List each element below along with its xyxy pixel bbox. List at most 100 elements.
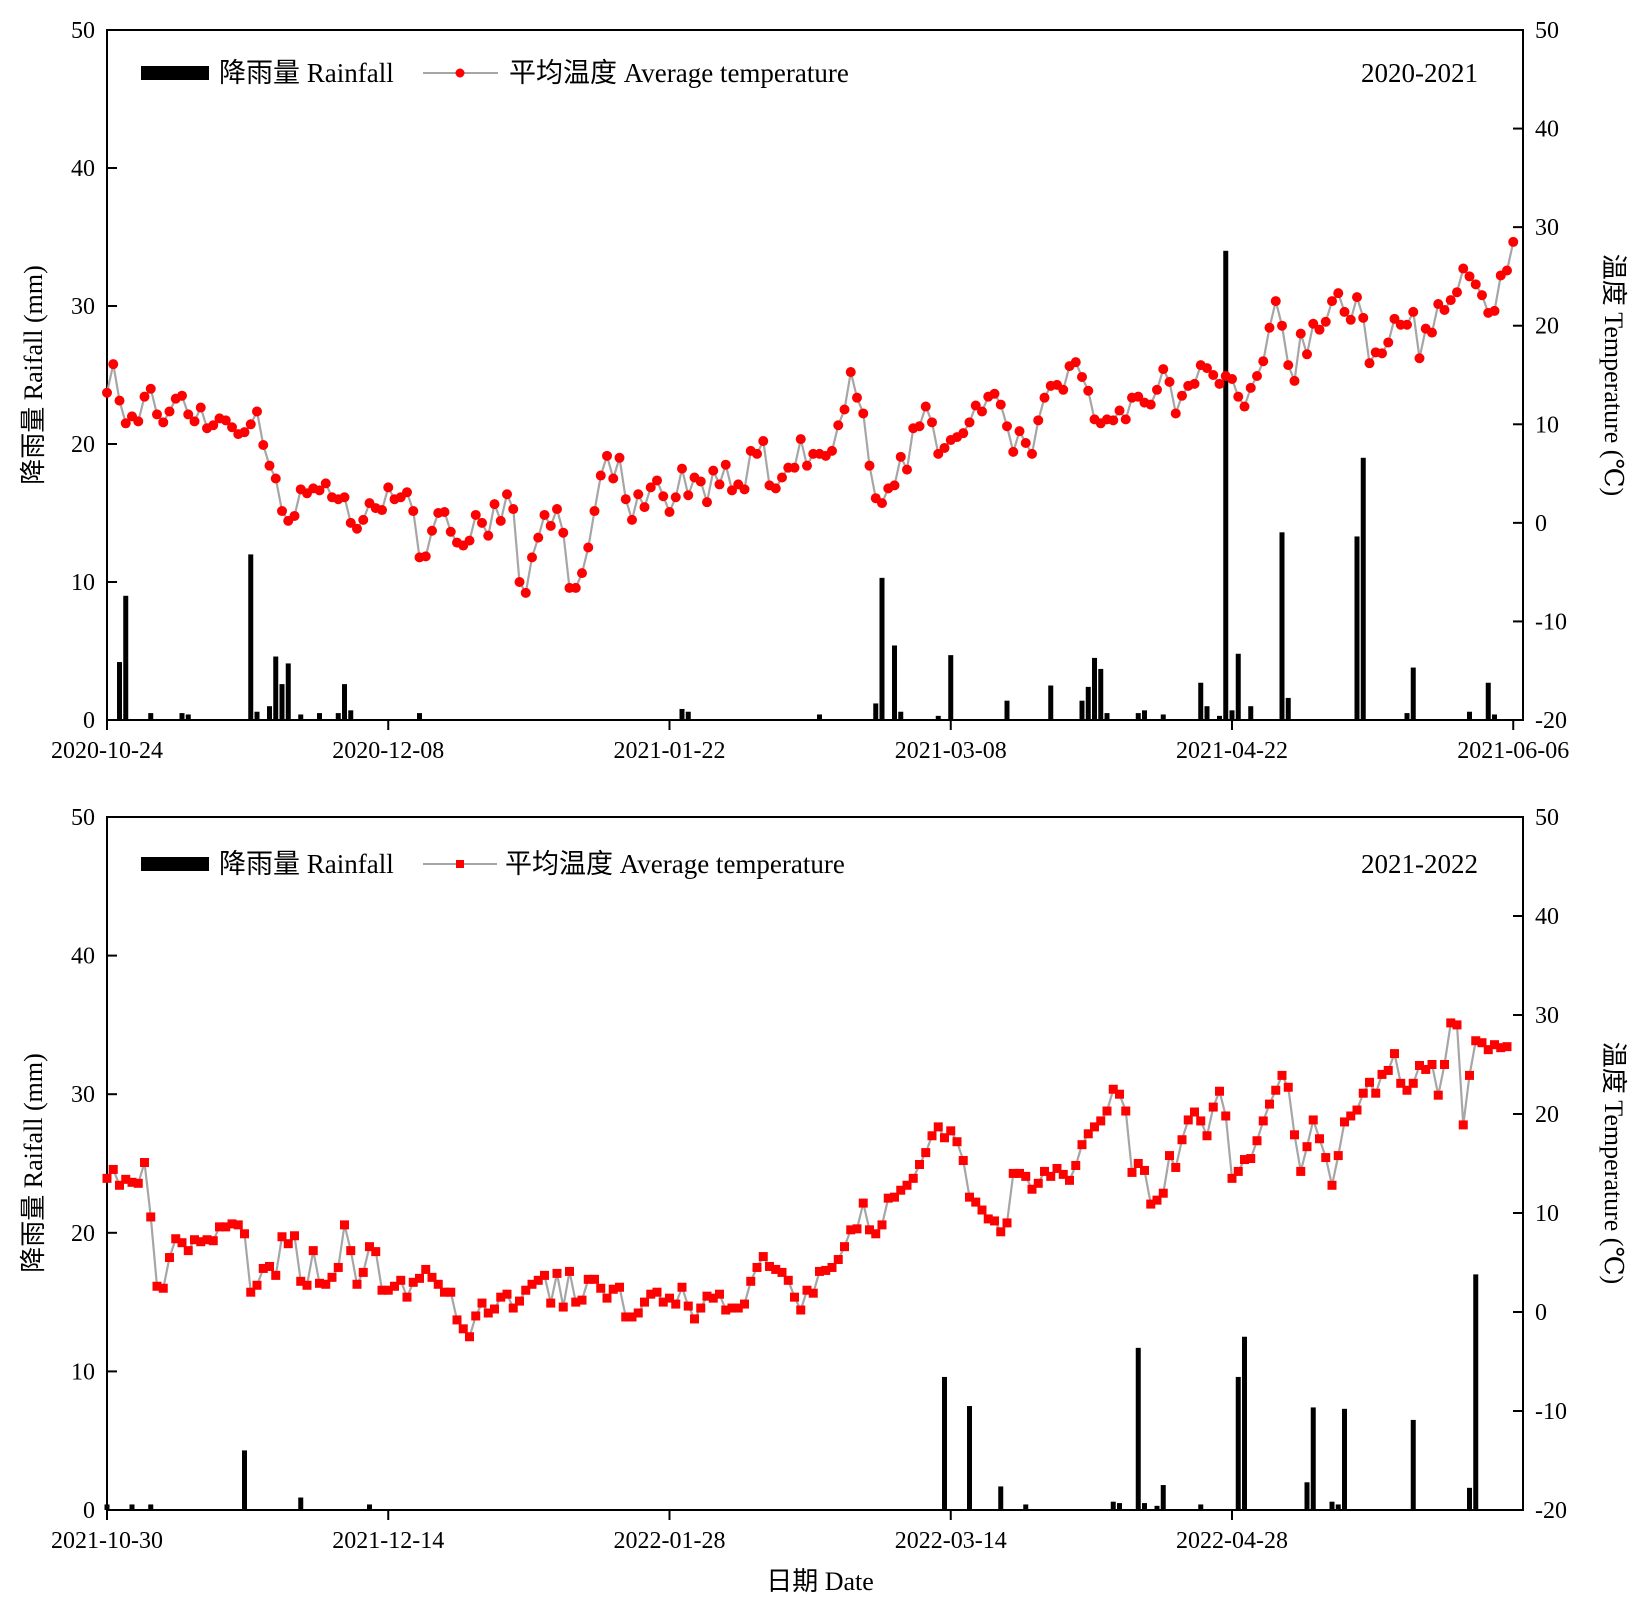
temperature-point xyxy=(371,1247,381,1257)
temperature-point xyxy=(477,1298,487,1308)
y-left-tick-label: 10 xyxy=(71,570,95,596)
temperature-point xyxy=(358,514,369,525)
legend: 降雨量 Rainfall 平均温度 Average temperature xyxy=(141,849,845,879)
temperature-point xyxy=(333,1262,343,1272)
temperature-point xyxy=(964,417,975,428)
y-axis-left-label: 降雨量 Raifall (mm) xyxy=(19,1053,48,1273)
temperature-point xyxy=(827,1262,837,1272)
temperature-point xyxy=(840,1242,849,1252)
temperature-point xyxy=(220,415,231,426)
x-axis-label: 日期 Date xyxy=(766,1567,874,1596)
temperature-point xyxy=(520,587,531,598)
legend-temperature-marker xyxy=(456,860,464,868)
temperature-point xyxy=(758,1252,768,1262)
rainfall-bar xyxy=(1467,711,1472,720)
panel-year-tag: 2020-2021 xyxy=(1361,58,1478,88)
temperature-point xyxy=(340,1220,349,1230)
rainfall-bar xyxy=(1229,710,1235,720)
y-right-tick-label: -10 xyxy=(1535,609,1567,635)
temperature-point xyxy=(1302,1142,1312,1152)
temperature-point xyxy=(483,530,494,541)
temperature-point xyxy=(1445,295,1456,306)
temperature-point xyxy=(140,1158,149,1168)
temperature-point xyxy=(1339,306,1350,317)
temperature-point xyxy=(346,1246,356,1256)
rainfall-bar xyxy=(279,684,285,720)
temperature-point xyxy=(845,367,856,378)
temperature-point xyxy=(1452,1020,1462,1030)
temperature-point xyxy=(1265,1099,1274,1109)
temperature-point xyxy=(1383,1065,1393,1075)
rainfall-bar xyxy=(998,1486,1004,1510)
temperature-point xyxy=(658,491,669,502)
y-right-tick-label: 50 xyxy=(1535,805,1559,831)
temperature-point xyxy=(927,1131,937,1141)
rainfall-bar xyxy=(1285,697,1291,720)
temperature-point xyxy=(1133,1159,1143,1168)
temperature-point xyxy=(1446,1018,1456,1028)
temperature-point xyxy=(108,359,119,370)
temperature-point xyxy=(396,1275,406,1285)
temperature-point xyxy=(1320,316,1331,327)
temperature-point xyxy=(915,1159,924,1169)
temperature-point xyxy=(702,497,712,508)
temperature-point xyxy=(152,1281,162,1291)
rainfall-bar xyxy=(1085,686,1091,720)
temperature-point xyxy=(1158,1188,1168,1198)
rainfall-bar xyxy=(1485,682,1491,720)
temperature-point xyxy=(1477,290,1487,301)
temperature-point xyxy=(639,502,650,513)
temperature-point xyxy=(1070,357,1081,368)
temperature-point xyxy=(914,421,925,432)
temperature-point xyxy=(152,409,162,420)
temperature-point xyxy=(1083,385,1094,396)
temperature-point xyxy=(1252,370,1262,381)
y-right-tick-label: -20 xyxy=(1535,708,1567,734)
temperature-point xyxy=(327,1272,337,1282)
temperature-point xyxy=(952,1137,962,1147)
temperature-point xyxy=(139,391,150,402)
temperature-point xyxy=(1465,1070,1474,1080)
rainfall-bar xyxy=(1117,1503,1122,1510)
rainfall-bar xyxy=(879,577,885,720)
temperature-point xyxy=(545,520,556,531)
temperature-point xyxy=(1283,1082,1293,1092)
temperature-point xyxy=(1071,1160,1081,1170)
temperature-point xyxy=(958,1156,968,1166)
rainfall-bar xyxy=(1204,706,1210,720)
temperature-point xyxy=(864,460,875,471)
temperature-point xyxy=(1008,446,1019,457)
rainfall-bar xyxy=(1410,1419,1416,1510)
rainfall-bar xyxy=(317,713,322,720)
temperature-point xyxy=(908,1173,918,1183)
temperature-point xyxy=(1308,1115,1318,1125)
temperature-point xyxy=(796,1305,806,1315)
rainfall-bar xyxy=(1473,1274,1479,1510)
temperature-point xyxy=(570,582,581,593)
rainfall-bar xyxy=(1235,653,1241,720)
plot-frame xyxy=(106,29,1524,721)
temperature-point xyxy=(1302,349,1312,360)
temperature-point xyxy=(996,1227,1006,1237)
panel-year-tag: 2021-2022 xyxy=(1361,849,1478,879)
temperature-point xyxy=(1439,304,1450,315)
temperature-point xyxy=(408,506,419,517)
temperature-point xyxy=(1296,1166,1306,1176)
rainfall-bar xyxy=(117,662,122,720)
temperature-point xyxy=(458,1324,468,1334)
temperature-point xyxy=(789,462,800,473)
temperature-point xyxy=(514,577,525,587)
rainfall-bar xyxy=(179,713,185,720)
temperature-point xyxy=(1277,1070,1287,1080)
rainfall-bar xyxy=(1160,714,1166,720)
temperature-point xyxy=(1390,1049,1399,1059)
temperature-point xyxy=(1458,1120,1468,1130)
rainfall-bar xyxy=(1135,1347,1141,1510)
y-left-tick-label: 50 xyxy=(71,18,95,44)
temperature-point xyxy=(227,1219,237,1229)
temperature-point xyxy=(258,439,269,450)
temperature-point xyxy=(1083,1129,1093,1139)
temperature-point xyxy=(483,1308,493,1318)
y-right-tick-label: 10 xyxy=(1535,412,1559,438)
temperature-point xyxy=(1015,1168,1024,1178)
